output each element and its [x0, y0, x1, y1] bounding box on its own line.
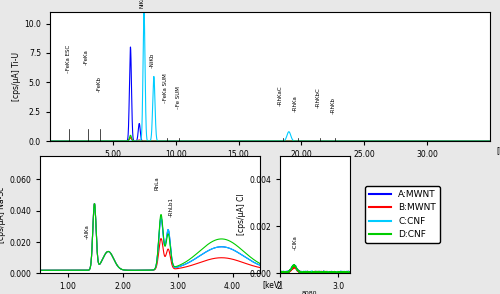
- Text: [keV]: [keV]: [496, 146, 500, 155]
- Text: –NiKb: –NiKb: [150, 53, 154, 68]
- Text: –RhKa: –RhKa: [292, 95, 298, 112]
- Y-axis label: [cps/μA] Cl: [cps/μA] Cl: [238, 194, 246, 235]
- Text: –FeKa ESC: –FeKa ESC: [66, 45, 71, 73]
- Text: –FeKb: –FeKb: [96, 76, 102, 92]
- Text: –RhKb: –RhKb: [330, 97, 336, 114]
- Text: –RhLb1: –RhLb1: [168, 197, 173, 217]
- Text: –ClKa: –ClKa: [292, 235, 298, 250]
- Text: 8080: 8080: [302, 291, 317, 294]
- Text: –FeKa SUM: –FeKa SUM: [163, 74, 168, 103]
- Text: –Fe SUM: –Fe SUM: [176, 86, 180, 109]
- Text: –AlKa: –AlKa: [84, 224, 89, 239]
- Text: –FeKa: –FeKa: [84, 49, 89, 65]
- Text: RhLa: RhLa: [154, 177, 159, 190]
- Text: [keV]: [keV]: [263, 280, 283, 289]
- Y-axis label: [cps/μA] Na-Sc: [cps/μA] Na-Sc: [0, 186, 6, 243]
- Text: –RhKbC: –RhKbC: [316, 87, 320, 108]
- Text: NiKa: NiKa: [140, 0, 144, 8]
- Legend: A:MWNT, B:MWNT, C:CNF, D:CNF: A:MWNT, B:MWNT, C:CNF, D:CNF: [365, 186, 440, 243]
- Text: –RhKaC: –RhKaC: [278, 85, 282, 106]
- Y-axis label: [cps/μA] Ti-U: [cps/μA] Ti-U: [12, 52, 22, 101]
